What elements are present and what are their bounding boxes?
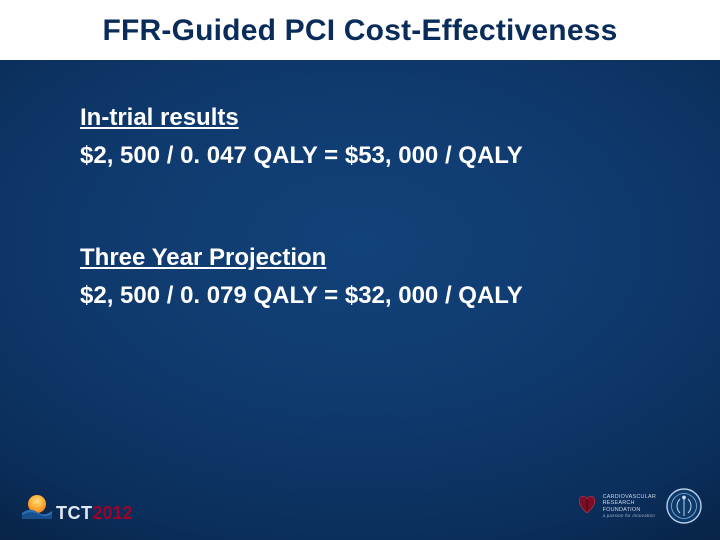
org-tagline: a passion for innovation — [603, 513, 656, 518]
crf-text-block: CARDIOVASCULAR RESEARCH FOUNDATION a pas… — [603, 494, 656, 518]
equation-text: $2, 500 / 0. 047 QALY = $53, 000 / QALY — [80, 142, 720, 170]
title-bar: FFR-Guided PCI Cost-Effectiveness — [0, 0, 720, 60]
sun-icon — [22, 493, 52, 524]
section-in-trial: In-trial results $2, 500 / 0. 047 QALY =… — [80, 104, 720, 170]
content-area: In-trial results $2, 500 / 0. 047 QALY =… — [0, 60, 720, 310]
heart-icon — [577, 493, 597, 520]
seal-icon — [666, 488, 702, 524]
section-heading: In-trial results — [80, 104, 720, 132]
section-three-year: Three Year Projection $2, 500 / 0. 079 Q… — [80, 244, 720, 310]
slide: FFR-Guided PCI Cost-Effectiveness In-tri… — [0, 0, 720, 540]
conference-year: 2012 — [93, 503, 133, 523]
tct-logo: TCT2012 — [22, 493, 133, 524]
conference-name: TCT — [56, 503, 93, 523]
right-logos: CARDIOVASCULAR RESEARCH FOUNDATION a pas… — [577, 488, 702, 524]
tct-label: TCT2012 — [56, 503, 133, 524]
section-heading: Three Year Projection — [80, 244, 720, 272]
footer: TCT2012 CARDIOVASCULAR RESEARCH FOUNDATI… — [0, 474, 720, 530]
equation-text: $2, 500 / 0. 079 QALY = $32, 000 / QALY — [80, 282, 720, 310]
slide-title: FFR-Guided PCI Cost-Effectiveness — [0, 14, 720, 48]
crf-logo: CARDIOVASCULAR RESEARCH FOUNDATION a pas… — [577, 493, 656, 520]
